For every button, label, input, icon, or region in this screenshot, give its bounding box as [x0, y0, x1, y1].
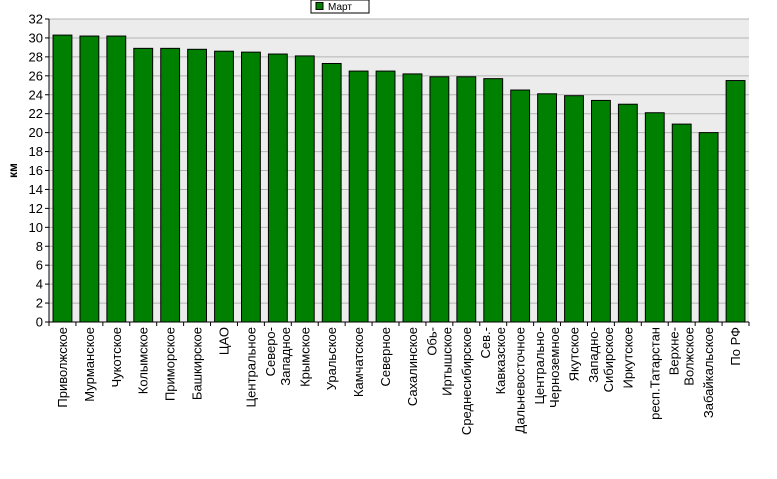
bar: [483, 78, 504, 323]
category-label: Черноземное: [547, 327, 562, 408]
bar: [375, 70, 396, 323]
bar: [698, 132, 719, 323]
legend-swatch: [315, 2, 324, 10]
bar: [294, 55, 315, 323]
y-tick-label: 28: [29, 49, 43, 64]
category-label: Чукотское: [109, 327, 124, 388]
category-label: Мурманское: [82, 327, 97, 402]
y-tick-label: 24: [29, 87, 43, 102]
y-axis-title: км: [6, 163, 20, 178]
category-label: Уральское: [324, 327, 339, 390]
legend-label: Март: [328, 2, 352, 13]
category-label: Северо-: [263, 327, 278, 376]
category-label: Приволжское: [55, 327, 70, 408]
bar: [402, 73, 423, 323]
bar: [133, 47, 154, 323]
category-label: Иртышское: [439, 327, 454, 396]
category-label: По РФ: [728, 327, 743, 366]
bar: [617, 103, 638, 323]
category-label: Западное: [278, 327, 293, 386]
category-label: Сев.-: [478, 327, 493, 358]
category-label: Сибирское: [601, 327, 616, 392]
category-label: Приморское: [163, 327, 178, 401]
category-label: Камчатское: [351, 327, 366, 397]
legend: Март: [310, 0, 370, 14]
y-tick-label: 0: [36, 315, 43, 330]
bar: [267, 53, 288, 323]
category-label: Якутское: [567, 327, 582, 381]
bar-series: [52, 34, 746, 323]
bar: [214, 50, 234, 323]
bar: [348, 70, 369, 323]
y-tick-label: 2: [36, 296, 43, 311]
bar: [725, 80, 746, 323]
bar: [456, 76, 477, 323]
category-label: Волжское: [682, 327, 697, 386]
y-tick-label: 12: [29, 201, 43, 216]
category-label: Северное: [378, 327, 393, 386]
category-label: ЦАО: [217, 327, 232, 355]
category-label: Сахалинское: [405, 327, 420, 406]
y-tick-label: 4: [36, 277, 43, 292]
category-label: Верхне-: [667, 327, 682, 375]
y-tick-label: 14: [29, 182, 43, 197]
y-tick-label: 26: [29, 68, 43, 83]
category-label: Кавказское: [493, 327, 508, 394]
category-label: Забайкальское: [701, 327, 716, 418]
category-labels: Приволжское Мурманское Чукотское Колымское П…: [55, 327, 743, 435]
y-tick-label: 6: [36, 258, 43, 273]
bar: [52, 34, 73, 323]
category-label: Колымское: [136, 327, 151, 394]
y-tick-label: 32: [29, 12, 43, 27]
bar: [591, 99, 611, 323]
bar: [564, 95, 584, 323]
axes: [48, 19, 750, 326]
category-label: Среднесибирское: [459, 327, 474, 435]
y-tick-label: 20: [29, 125, 43, 140]
y-tick-label: 8: [36, 239, 43, 254]
category-label: Обь-: [424, 327, 439, 356]
legend-box: [310, 0, 370, 14]
bar: [510, 89, 531, 323]
bar: [106, 35, 127, 323]
bar: [79, 35, 100, 323]
category-label: Иркутское: [620, 327, 635, 389]
bar: [671, 123, 692, 323]
bar: [537, 93, 558, 323]
y-tick-label: 30: [29, 30, 43, 45]
bar: [321, 63, 342, 323]
bar: [429, 76, 450, 323]
category-label: Западно-: [586, 327, 601, 383]
y-tick-label: 16: [29, 163, 43, 178]
bar: [644, 112, 665, 323]
category-label: Центрально-: [532, 327, 547, 405]
bar: [187, 48, 207, 323]
category-label: Башкирское: [190, 327, 205, 400]
category-label: Центральное: [243, 327, 258, 407]
category-label: Крымское: [297, 327, 312, 387]
y-tick-label: 18: [29, 144, 43, 159]
y-tick-label: 10: [29, 220, 43, 235]
bar: [241, 51, 261, 323]
bar: [160, 47, 181, 323]
y-tick-label: 22: [29, 106, 43, 121]
category-label: Дальневосточное: [513, 327, 528, 433]
category-label: респ.Татарстан: [647, 327, 662, 420]
